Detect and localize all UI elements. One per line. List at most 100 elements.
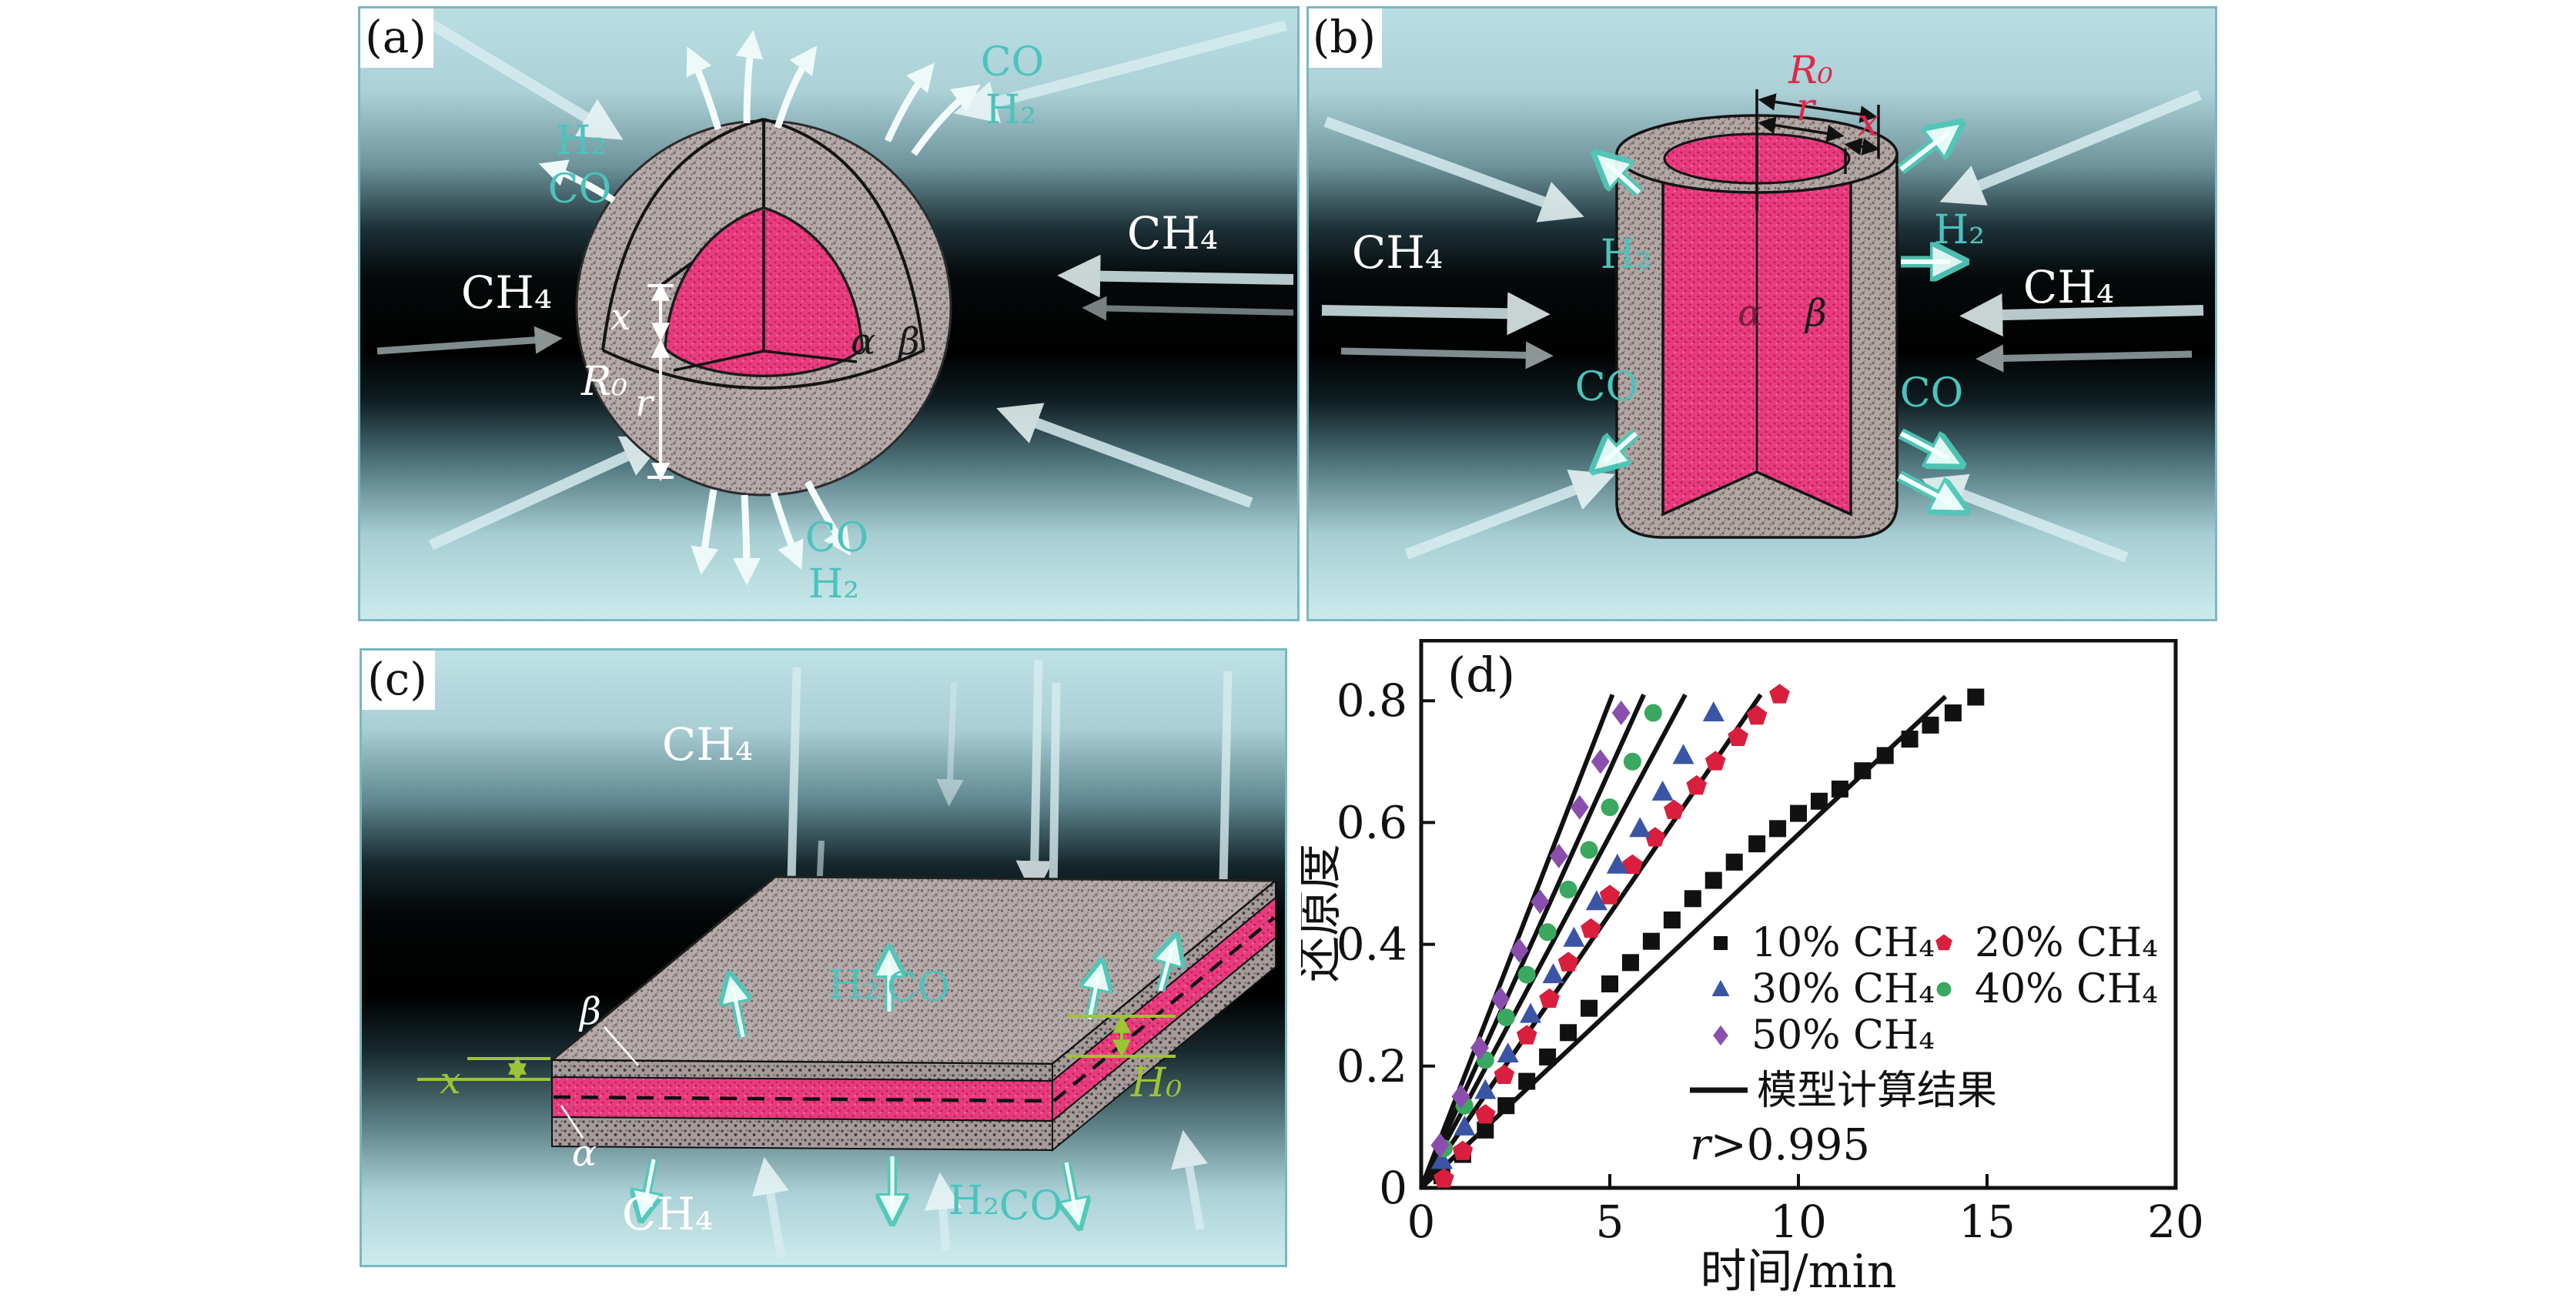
y-tick-label: 0.6 — [1337, 796, 1407, 848]
panel-c-label: (c) — [367, 653, 427, 705]
marker-diamond — [1531, 889, 1550, 915]
label-beta: β — [1804, 292, 1827, 335]
x-tick-label: 15 — [1959, 1196, 2016, 1248]
sphere-core-split-lines — [673, 210, 858, 372]
marker-circle — [1517, 965, 1536, 984]
marker-triangle — [1563, 926, 1585, 947]
marker-square — [1967, 688, 1985, 706]
marker-pentagon — [1434, 1168, 1454, 1188]
marker-square — [1790, 805, 1807, 822]
series-20% CH₄ — [1434, 684, 1790, 1188]
beta-pointer-line — [604, 1026, 639, 1066]
marker-diamond — [1611, 701, 1631, 726]
label-ch4-right: CH₄ — [2023, 261, 2114, 313]
axis-ticks: 0 5 10 15 20 0 0.2 0.4 0.6 0.8 — [1337, 674, 2204, 1248]
marker-triangle — [1702, 701, 1725, 722]
marker-pentagon — [1769, 684, 1790, 704]
marker-triangle — [1629, 817, 1651, 838]
marker-square — [1854, 762, 1872, 780]
x-tick-label: 0 — [1407, 1196, 1436, 1248]
label-co-left: CO — [548, 166, 611, 212]
ch4-inflow-arrows — [1321, 89, 2204, 563]
marker-triangle — [1474, 1079, 1497, 1099]
marker-circle — [1497, 1009, 1515, 1027]
dim-label-h0: H₀ — [1130, 1060, 1182, 1106]
marker-diamond — [1430, 1132, 1450, 1158]
panel-d-label: (d) — [1447, 647, 1515, 703]
label-h2-top: H₂ — [828, 962, 879, 1009]
plate-x-dimension — [417, 1055, 550, 1082]
label-co-left: CO — [1575, 364, 1638, 410]
label-co-top: CO — [887, 965, 950, 1011]
marker-square — [1477, 1121, 1494, 1139]
marker-triangle — [1672, 744, 1694, 764]
marker-diamond — [1470, 1035, 1489, 1061]
gas-outflow-arrows — [1601, 129, 1958, 507]
marker-square — [1518, 1072, 1536, 1090]
series-50% CH₄ — [1430, 701, 1631, 1158]
label-h2-bottom: H₂ — [808, 561, 859, 607]
legend-label: 20% CH₄ — [1975, 920, 2158, 966]
legend-label: 30% CH₄ — [1751, 966, 1935, 1012]
marker-square — [1922, 716, 1939, 734]
marker-square — [1539, 1048, 1557, 1065]
marker-square — [1705, 871, 1722, 889]
marker-diamond — [1549, 843, 1568, 868]
label-h2-left: H₂ — [1601, 232, 1651, 278]
legend-label: 50% CH₄ — [1751, 1012, 1935, 1059]
label-co-bottom: CO — [805, 515, 868, 561]
marker-circle — [1538, 923, 1557, 942]
marker-pentagon — [1516, 1025, 1537, 1045]
marker-circle — [1580, 841, 1598, 859]
legend-label: 40% CH₄ — [1975, 966, 2158, 1012]
marker-square — [1581, 999, 1598, 1017]
legend-label: 10% CH₄ — [1751, 920, 1935, 966]
correlation-annotation: r>0.995 — [1690, 1120, 1870, 1170]
y-tick-label: 0.8 — [1337, 674, 1407, 727]
marker-pentagon — [1494, 1064, 1515, 1084]
series-40% CH₄ — [1434, 704, 1662, 1158]
dim-label-r: r — [635, 382, 655, 425]
marker-square — [1601, 975, 1618, 993]
marker-pentagon — [1705, 751, 1726, 771]
ch4-upflow-arrows — [751, 1129, 1208, 1259]
x-tick-label: 20 — [2147, 1196, 2204, 1248]
marker-pentagon — [1686, 774, 1707, 795]
marker-pentagon — [1622, 854, 1643, 875]
dim-label-x: x — [611, 296, 631, 339]
label-ch4-left: CH₄ — [461, 266, 552, 319]
marker-circle — [1623, 752, 1641, 771]
marker-square — [1901, 731, 1919, 748]
marker-diamond — [1451, 1084, 1470, 1109]
y-tick-label: 0.2 — [1337, 1040, 1407, 1092]
marker-square — [1560, 1024, 1577, 1042]
marker-pentagon — [1452, 1140, 1474, 1160]
panel-b-label: (b) — [1313, 11, 1376, 63]
marker-square — [1944, 704, 1962, 722]
marker-pentagon — [1539, 988, 1560, 1009]
marker-triangle — [1542, 963, 1564, 984]
marker-triangle — [1585, 890, 1607, 911]
label-ch4-top: CH₄ — [662, 718, 753, 771]
marker-square — [1642, 932, 1660, 950]
plate-h0-dimension — [1068, 1014, 1176, 1059]
marker-diamond — [1510, 938, 1529, 963]
x-axis-title: 时间/min — [1701, 1245, 1897, 1295]
label-alpha: α — [1738, 292, 1762, 335]
marker-pentagon — [1728, 726, 1748, 746]
panel-c-border — [360, 648, 1287, 1267]
marker-diamond — [1713, 1025, 1728, 1046]
panel-a-sphere-model: x r R₀ α β H₂ CO CO H₂ CO H₂ CH₄ CH₄ (a) — [358, 6, 1300, 621]
marker-pentagon — [1581, 918, 1601, 938]
marker-pentagon — [1557, 952, 1579, 972]
marker-square — [1497, 1097, 1515, 1115]
dim-label-r0: R₀ — [1788, 48, 1833, 92]
x-tick-label: 10 — [1770, 1196, 1827, 1248]
marker-square — [1713, 935, 1728, 951]
marker-triangle — [1651, 780, 1674, 801]
model-line — [1419, 693, 1763, 1189]
y-tick-label: 0.4 — [1337, 918, 1407, 971]
label-h2-top-right: H₂ — [985, 87, 1036, 133]
chart-legend: 10% CH₄ 20% CH₄ 30% CH₄ 40% CH₄ 50% CH₄ 模型计算结… — [1690, 920, 2158, 1170]
